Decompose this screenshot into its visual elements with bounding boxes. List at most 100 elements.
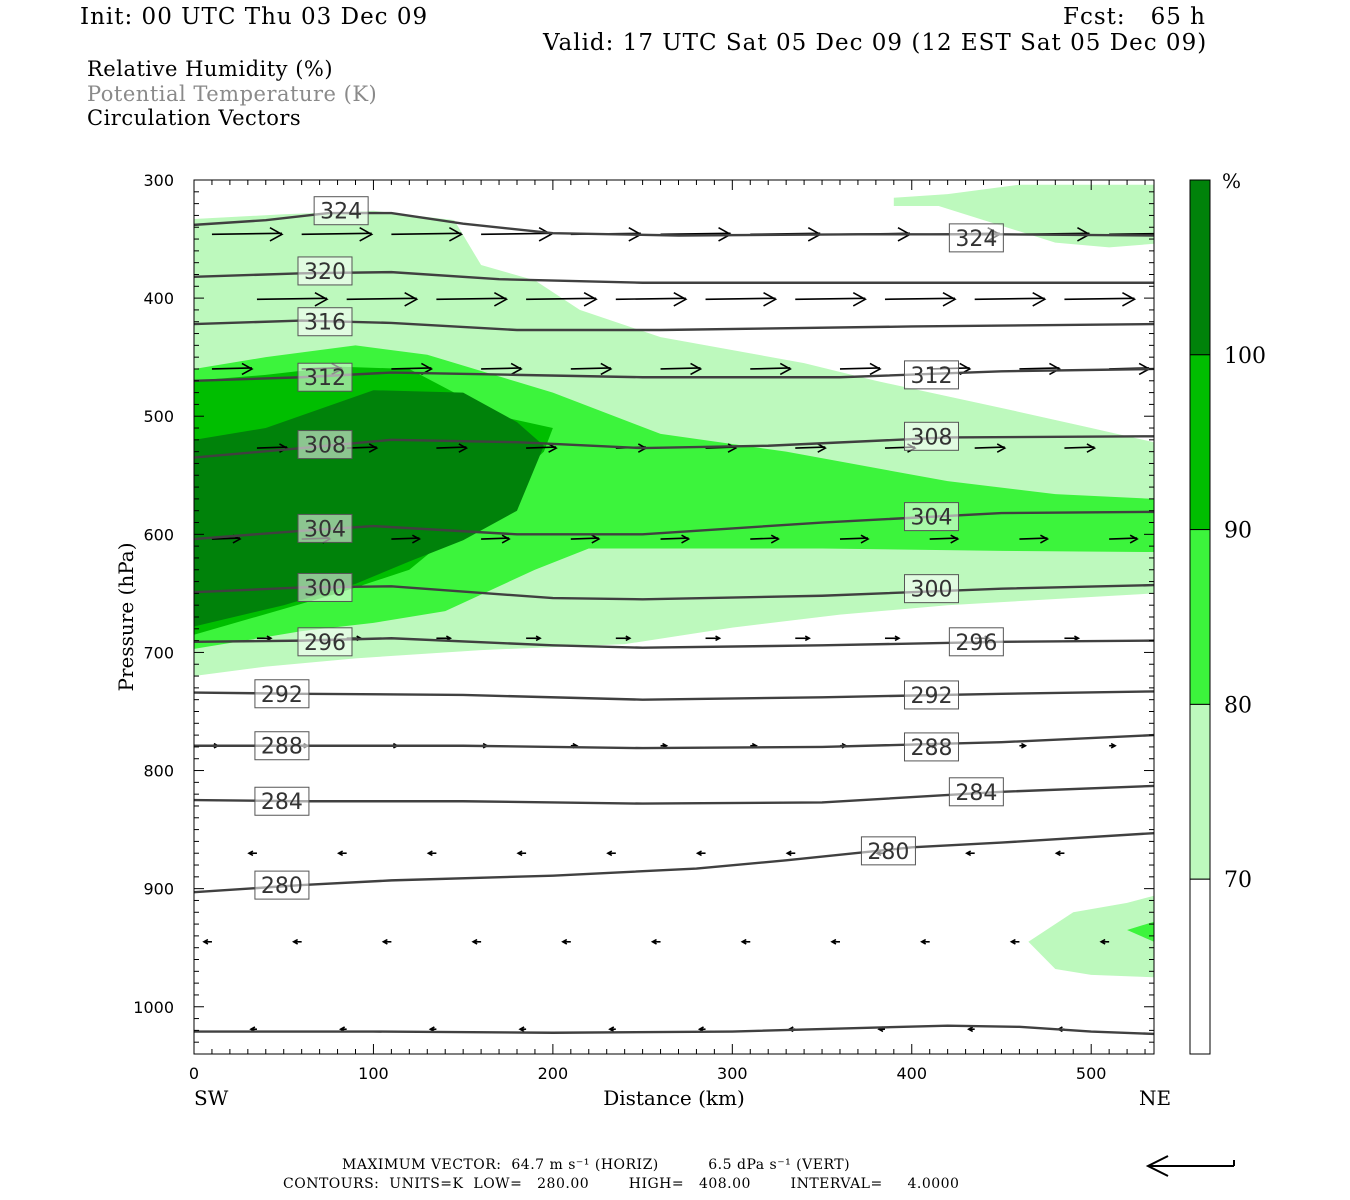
y-tick-label: 1000 — [133, 998, 174, 1017]
wind-vector — [426, 850, 437, 857]
theta-label: 280 — [261, 874, 303, 899]
wind-vector — [929, 534, 960, 544]
wind-vector — [292, 938, 302, 945]
y-tick-label: 400 — [143, 289, 174, 308]
x-tick-label: 0 — [189, 1064, 199, 1083]
colorbar-level-label: 90 — [1224, 519, 1252, 544]
wind-vector — [247, 850, 257, 857]
wind-vector — [1009, 938, 1020, 945]
theta-label: 312 — [304, 366, 346, 391]
y-tick-label: 900 — [143, 880, 174, 899]
wind-vector — [615, 635, 632, 642]
wind-vector — [516, 850, 527, 857]
wind-vector — [211, 362, 254, 376]
theta-label: 284 — [955, 781, 997, 806]
wind-vector — [346, 291, 419, 307]
rh-region-80-4 — [1127, 921, 1154, 942]
x-left-end-label: SW — [194, 1086, 229, 1110]
theta-label: 292 — [261, 683, 303, 708]
colorbar-segment — [1189, 529, 1211, 705]
wind-vector — [1019, 534, 1050, 544]
theta-label-box — [903, 421, 959, 451]
max-vector-note: MAXIMUM VECTOR: 64.7 m s⁻¹ (HORIZ) 6.5 d… — [342, 1157, 851, 1173]
theta-label: 292 — [910, 684, 952, 709]
legend-relative-humidity: Relative Humidity (%) — [87, 57, 334, 81]
theta-label-box — [254, 870, 310, 900]
wind-vector — [256, 635, 273, 642]
wind-vector — [750, 362, 792, 376]
axis-ticks: 300 400 500 600 700 800 900 1000 0 100 200 300 400 50… — [133, 171, 1154, 1083]
wind-vector — [570, 534, 601, 544]
wind-vector — [920, 938, 930, 945]
wind-vector — [1054, 850, 1065, 857]
colorbar: 100 90 80 70% — [1189, 169, 1266, 1055]
wind-vector — [436, 443, 469, 453]
wind-vector — [570, 362, 613, 376]
y-tick-label: 300 — [143, 171, 174, 190]
wind-vector — [839, 362, 882, 376]
theta-label-box — [313, 196, 369, 226]
wind-vector — [615, 291, 688, 307]
theta-label-box — [297, 307, 353, 337]
wind-vector — [471, 938, 482, 945]
wind-vector — [1099, 938, 1110, 945]
colorbar-segment — [1189, 354, 1211, 531]
wind-vector — [381, 938, 392, 945]
colorbar-segment — [1189, 703, 1211, 880]
theta-label-box — [297, 362, 353, 392]
wind-vector — [974, 291, 1047, 307]
theta-label-box — [297, 430, 353, 460]
theta-label-box — [297, 627, 353, 657]
x-tick-label: 200 — [538, 1064, 569, 1083]
y-tick-label: 600 — [143, 525, 174, 544]
y-axis-title: Pressure (hPa) — [114, 543, 138, 692]
wind-vector — [301, 227, 374, 242]
wind-vector — [608, 1026, 616, 1033]
theta-label: 288 — [261, 735, 303, 760]
rh-region-70-1 — [893, 184, 1154, 248]
x-tick-label: 500 — [1076, 1064, 1107, 1083]
theta-label: 324 — [320, 200, 362, 225]
x-right-end-label: NE — [1139, 1086, 1171, 1110]
wind-vector — [705, 635, 722, 642]
theta-label-box — [297, 572, 353, 602]
theta-label: 304 — [910, 506, 952, 531]
forecast-hour: Fcst: 65 h — [1063, 4, 1206, 30]
wind-vector — [526, 635, 542, 642]
theta-label-box — [948, 627, 1004, 657]
wind-vector — [705, 291, 778, 307]
wind-vector — [481, 362, 523, 376]
wind-vector — [391, 534, 422, 544]
theta-label: 312 — [910, 364, 952, 389]
colorbar-segment — [1189, 878, 1211, 1055]
wind-vector — [884, 635, 901, 642]
wind-vector — [795, 291, 867, 307]
wind-vector — [526, 443, 558, 453]
theta-label-box — [254, 731, 310, 761]
wind-vector — [795, 443, 827, 453]
wind-vector — [606, 850, 616, 857]
theta-label-box — [254, 679, 310, 709]
wind-vector — [650, 938, 661, 945]
theta-label: 284 — [261, 790, 303, 815]
theta-contour-surface — [194, 1024, 1154, 1036]
wind-vector — [1109, 742, 1117, 749]
theta-label: 280 — [867, 840, 909, 865]
theta-label: 304 — [304, 517, 346, 542]
wind-vector — [1064, 443, 1097, 453]
theta-label: 308 — [304, 434, 346, 459]
theta-label: 324 — [955, 227, 997, 252]
y-tick-label: 700 — [143, 643, 174, 662]
wind-vector — [481, 227, 553, 242]
contours-note: CONTOURS: UNITS=K LOW= 280.00 HIGH= 408.… — [283, 1176, 960, 1192]
x-tick-label: 400 — [896, 1064, 927, 1083]
wind-vector — [202, 938, 212, 945]
wind-vector — [795, 635, 811, 642]
theta-contour-324 — [194, 211, 1154, 237]
wind-vector — [830, 938, 840, 945]
theta-contour-292 — [194, 690, 1154, 701]
y-tick-label: 800 — [143, 762, 174, 781]
theta-label: 288 — [910, 736, 952, 761]
reference-vector-arrow — [1145, 1155, 1235, 1177]
